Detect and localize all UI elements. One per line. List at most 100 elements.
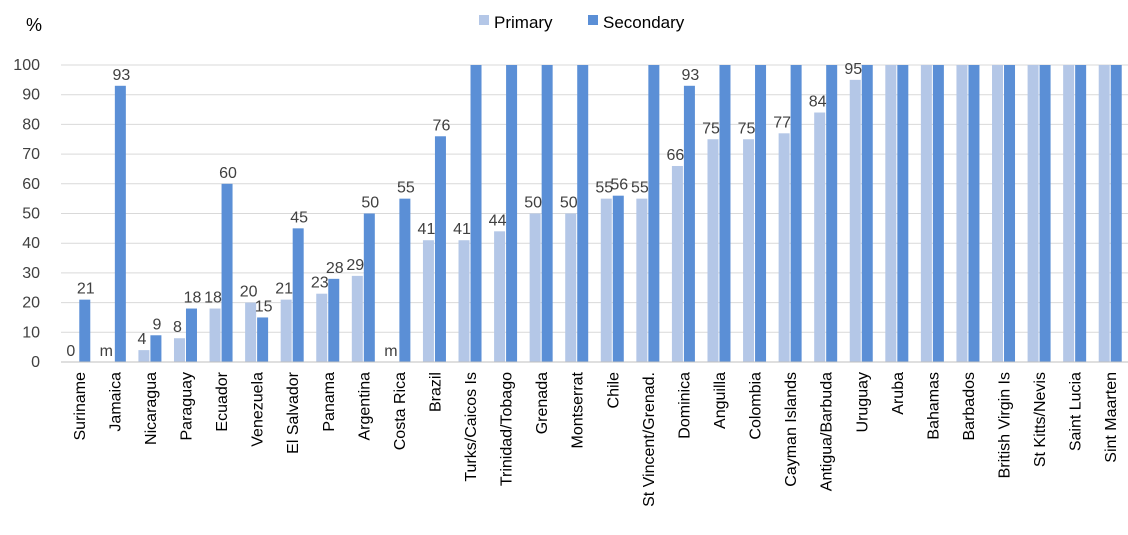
data-label-primary: 95 <box>844 61 862 78</box>
data-label-primary: 66 <box>667 147 685 164</box>
data-label-primary: 77 <box>773 114 791 131</box>
data-label-primary: 18 <box>204 290 222 307</box>
gridlines <box>61 64 1128 333</box>
x-category-label: Chile <box>605 372 622 409</box>
data-label-primary: 23 <box>311 275 329 292</box>
y-tick-label: 90 <box>22 87 40 104</box>
y-axis-ticks: 0 10 20 30 40 50 60 70 80 90 100 <box>13 57 40 371</box>
y-axis-unit: % <box>26 15 42 35</box>
bar-primary <box>458 240 470 362</box>
legend: Primary Secondary <box>479 13 685 32</box>
bar-secondary <box>1110 65 1122 362</box>
x-category-label: Aruba <box>890 372 907 415</box>
x-axis-labels: Suriname Jamaica Nicaragua Paraguay Ecuador V… <box>72 371 1120 507</box>
bar-secondary <box>826 65 838 362</box>
data-label-secondary: 60 <box>219 165 237 182</box>
data-label-primary: 84 <box>809 94 827 111</box>
bar-primary <box>778 133 790 362</box>
data-label-primary: 50 <box>560 195 578 212</box>
data-label-primary: 75 <box>702 120 720 137</box>
data-label-secondary: 21 <box>77 281 95 298</box>
x-category-label: Grenada <box>534 372 551 434</box>
bar-secondary <box>221 183 233 362</box>
bar-primary <box>600 198 612 362</box>
bar-secondary <box>399 198 411 362</box>
bar-secondary <box>1004 65 1016 362</box>
x-category-label: Trinidad/Tobago <box>499 372 516 486</box>
data-label-primary: m <box>384 343 397 360</box>
bar-primary <box>707 139 719 362</box>
x-category-label: Jamaica <box>107 372 124 432</box>
bar-secondary <box>861 65 873 362</box>
y-tick-label: 40 <box>22 235 40 252</box>
bar-secondary <box>470 65 482 362</box>
bar-secondary <box>719 65 731 362</box>
bar-primary <box>351 275 363 362</box>
x-category-label: British Virgin Is <box>997 372 1014 478</box>
bar-primary <box>209 308 221 362</box>
data-label-secondary: 9 <box>152 316 161 333</box>
data-label-primary: 55 <box>631 180 649 197</box>
bar-primary <box>529 213 541 362</box>
x-category-label: Paraguay <box>178 372 195 441</box>
bar-primary <box>280 299 292 362</box>
x-category-label: Suriname <box>72 372 89 441</box>
bar-primary <box>671 165 683 362</box>
bar-secondary <box>292 228 304 362</box>
x-category-label: Saint Lucia <box>1068 372 1085 451</box>
bar-secondary <box>363 213 375 362</box>
data-label-secondary: 18 <box>184 290 202 307</box>
x-category-label: St Kitts/Nevis <box>1032 372 1049 467</box>
x-category-label: Argentina <box>356 372 373 441</box>
bar-primary <box>494 231 506 362</box>
data-label-primary: m <box>100 343 113 360</box>
data-label-secondary: 56 <box>610 177 628 194</box>
data-label-primary: 29 <box>346 257 364 274</box>
bar-primary <box>1027 65 1039 362</box>
bar-secondary <box>257 317 269 362</box>
x-category-label: Colombia <box>748 372 765 440</box>
bar-secondary <box>755 65 767 362</box>
x-category-label: Costa Rica <box>392 372 409 450</box>
bar-secondary <box>150 335 162 362</box>
bar-secondary <box>1039 65 1051 362</box>
bar-secondary <box>790 65 802 362</box>
data-label-primary: 41 <box>418 221 436 238</box>
legend-swatch-primary <box>479 15 489 25</box>
bar-primary <box>173 338 185 362</box>
bar-primary <box>849 79 861 362</box>
bar-primary <box>920 65 932 362</box>
data-label-primary: 8 <box>173 319 182 336</box>
data-label-secondary: 45 <box>290 209 308 226</box>
y-tick-label: 30 <box>22 265 40 282</box>
bar-secondary <box>434 136 446 362</box>
bar-primary <box>814 112 826 363</box>
bar-secondary <box>577 65 589 362</box>
data-label-primary: 44 <box>489 212 507 229</box>
bar-primary <box>138 350 150 362</box>
x-category-label: Barbados <box>961 372 978 441</box>
bar-secondary <box>506 65 518 362</box>
bar-primary <box>565 213 577 362</box>
x-category-label: Ecuador <box>214 371 231 431</box>
bar-primary <box>1098 65 1110 362</box>
bar-secondary <box>1075 65 1087 362</box>
data-label-primary: 41 <box>453 221 471 238</box>
x-category-label: St Vincent/Grenad. <box>641 372 658 507</box>
x-category-label: Bahamas <box>925 372 942 440</box>
data-label-secondary: 93 <box>682 67 700 84</box>
bar-secondary <box>114 85 126 362</box>
bar-secondary <box>897 65 909 362</box>
x-category-label: Venezuela <box>250 372 267 447</box>
data-label-primary: 55 <box>595 180 613 197</box>
bar-primary <box>636 198 648 362</box>
bar-primary <box>885 65 897 362</box>
x-category-label: Montserrat <box>570 371 587 448</box>
bar-primary <box>956 65 968 362</box>
legend-label-secondary: Secondary <box>603 13 685 32</box>
data-label-secondary: 93 <box>112 67 130 84</box>
bar-primary <box>422 240 434 362</box>
x-category-label: Anguilla <box>712 372 729 429</box>
